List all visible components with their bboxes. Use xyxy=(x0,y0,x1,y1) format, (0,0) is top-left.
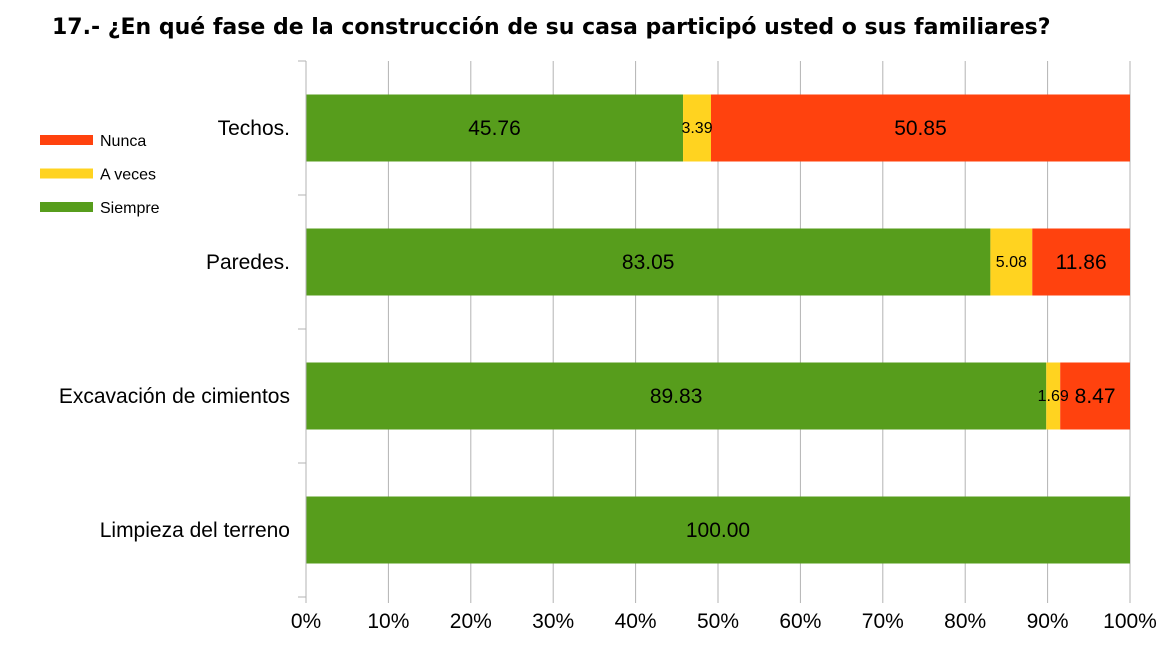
x-tick-label: 90% xyxy=(1027,610,1069,633)
x-tick-label: 70% xyxy=(862,610,904,633)
bar-segment xyxy=(306,228,991,296)
axes: 0% 10% 20% 30% 40% 50% 60% 70% 80% 90% 100% xyxy=(291,60,1157,633)
category-label: Techos. xyxy=(218,117,290,140)
x-tick-label: 80% xyxy=(944,610,986,633)
x-tick-label: 40% xyxy=(615,610,657,633)
x-tick-label: 100% xyxy=(1103,610,1157,633)
x-tick-label: 10% xyxy=(367,610,409,633)
legend-swatch xyxy=(40,168,93,179)
data-label: 11.86 xyxy=(1056,251,1107,274)
bar-segment xyxy=(710,94,1130,162)
legend-label: A veces xyxy=(100,167,156,184)
data-label: 8.47 xyxy=(1075,385,1116,408)
x-tick-label: 0% xyxy=(291,610,321,633)
data-label: 5.08 xyxy=(996,254,1027,271)
data-label: 3.39 xyxy=(681,120,712,137)
data-label: 1.69 xyxy=(1038,388,1069,405)
chart-title: 17.- ¿En qué fase de la construcción de … xyxy=(52,15,1051,40)
category-label: Limpieza del terreno xyxy=(100,519,290,542)
x-tick-label: 50% xyxy=(697,610,739,633)
legend-swatch xyxy=(40,202,93,212)
bar-segment xyxy=(1060,362,1130,430)
data-label: 50.85 xyxy=(894,117,947,140)
bar-segment xyxy=(306,496,1130,564)
x-tick-label: 60% xyxy=(779,610,821,633)
bar-segment xyxy=(1046,362,1061,430)
bar-segment xyxy=(683,94,711,162)
bar-segment xyxy=(990,228,1033,296)
bars xyxy=(306,94,1130,564)
legend-label: Nunca xyxy=(100,133,146,150)
x-tick-label: 30% xyxy=(532,610,574,633)
bar-segment xyxy=(306,362,1047,430)
bar-segment xyxy=(306,94,684,162)
legend: Nunca A veces Siempre xyxy=(40,133,160,217)
data-label: 100.00 xyxy=(686,519,750,542)
data-label: 45.76 xyxy=(468,117,521,140)
legend-label: Siempre xyxy=(100,200,160,217)
legend-swatch xyxy=(40,135,93,145)
data-label: 89.83 xyxy=(650,385,703,408)
bar-segment xyxy=(1032,228,1130,296)
category-label: Paredes. xyxy=(206,251,290,274)
data-label: 83.05 xyxy=(622,251,675,274)
data-labels: Techos. 45.76 3.39 50.85 Paredes. 83.05 5.08 11… xyxy=(59,117,1116,542)
x-tick-label: 20% xyxy=(450,610,492,633)
category-label: Excavación de cimientos xyxy=(59,385,290,408)
